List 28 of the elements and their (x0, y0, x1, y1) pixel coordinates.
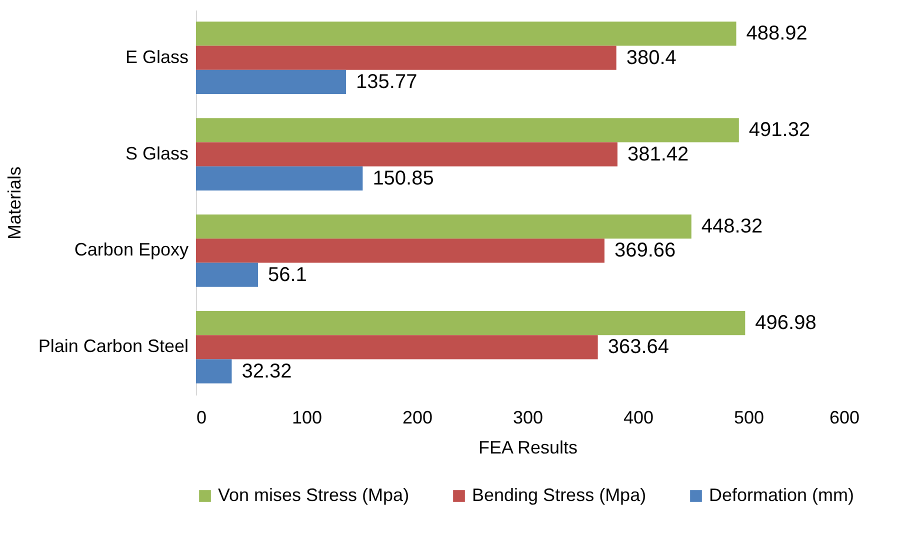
data-label: 56.1 (268, 264, 307, 286)
data-label: 496.98 (755, 312, 816, 334)
x-axis-title: FEA Results (478, 438, 578, 458)
data-label: 448.32 (701, 216, 763, 238)
x-tick-label: 600 (829, 408, 860, 428)
x-tick-label: 300 (512, 408, 544, 428)
y-tick-label: Carbon Epoxy (74, 240, 188, 260)
legend-label: Bending Stress (Mpa) (472, 485, 646, 505)
y-axis-title: Materials (4, 166, 24, 240)
x-tick-label: 200 (402, 408, 433, 428)
data-label: 150.85 (372, 167, 434, 190)
legend-label: Deformation (mm) (709, 485, 854, 505)
data-label: 491.32 (748, 119, 810, 142)
y-tick-label: E Glass (125, 46, 188, 67)
legend-label: Von mises Stress (Mpa) (218, 485, 410, 505)
data-label: 135.77 (356, 70, 418, 93)
x-tick-label: 500 (734, 408, 764, 428)
data-label: 488.92 (746, 22, 808, 45)
data-label: 32.32 (242, 360, 292, 382)
x-tick-label: 100 (292, 408, 322, 428)
x-tick-label: 400 (623, 408, 654, 428)
x-tick-label: 0 (196, 408, 207, 428)
data-label: 369.66 (614, 240, 676, 262)
y-tick-label: Plain Carbon Steel (38, 336, 188, 356)
y-tick-label: S Glass (125, 143, 188, 164)
data-label: 381.42 (627, 143, 689, 166)
data-label: 363.64 (608, 336, 669, 358)
data-label: 380.4 (626, 46, 676, 69)
